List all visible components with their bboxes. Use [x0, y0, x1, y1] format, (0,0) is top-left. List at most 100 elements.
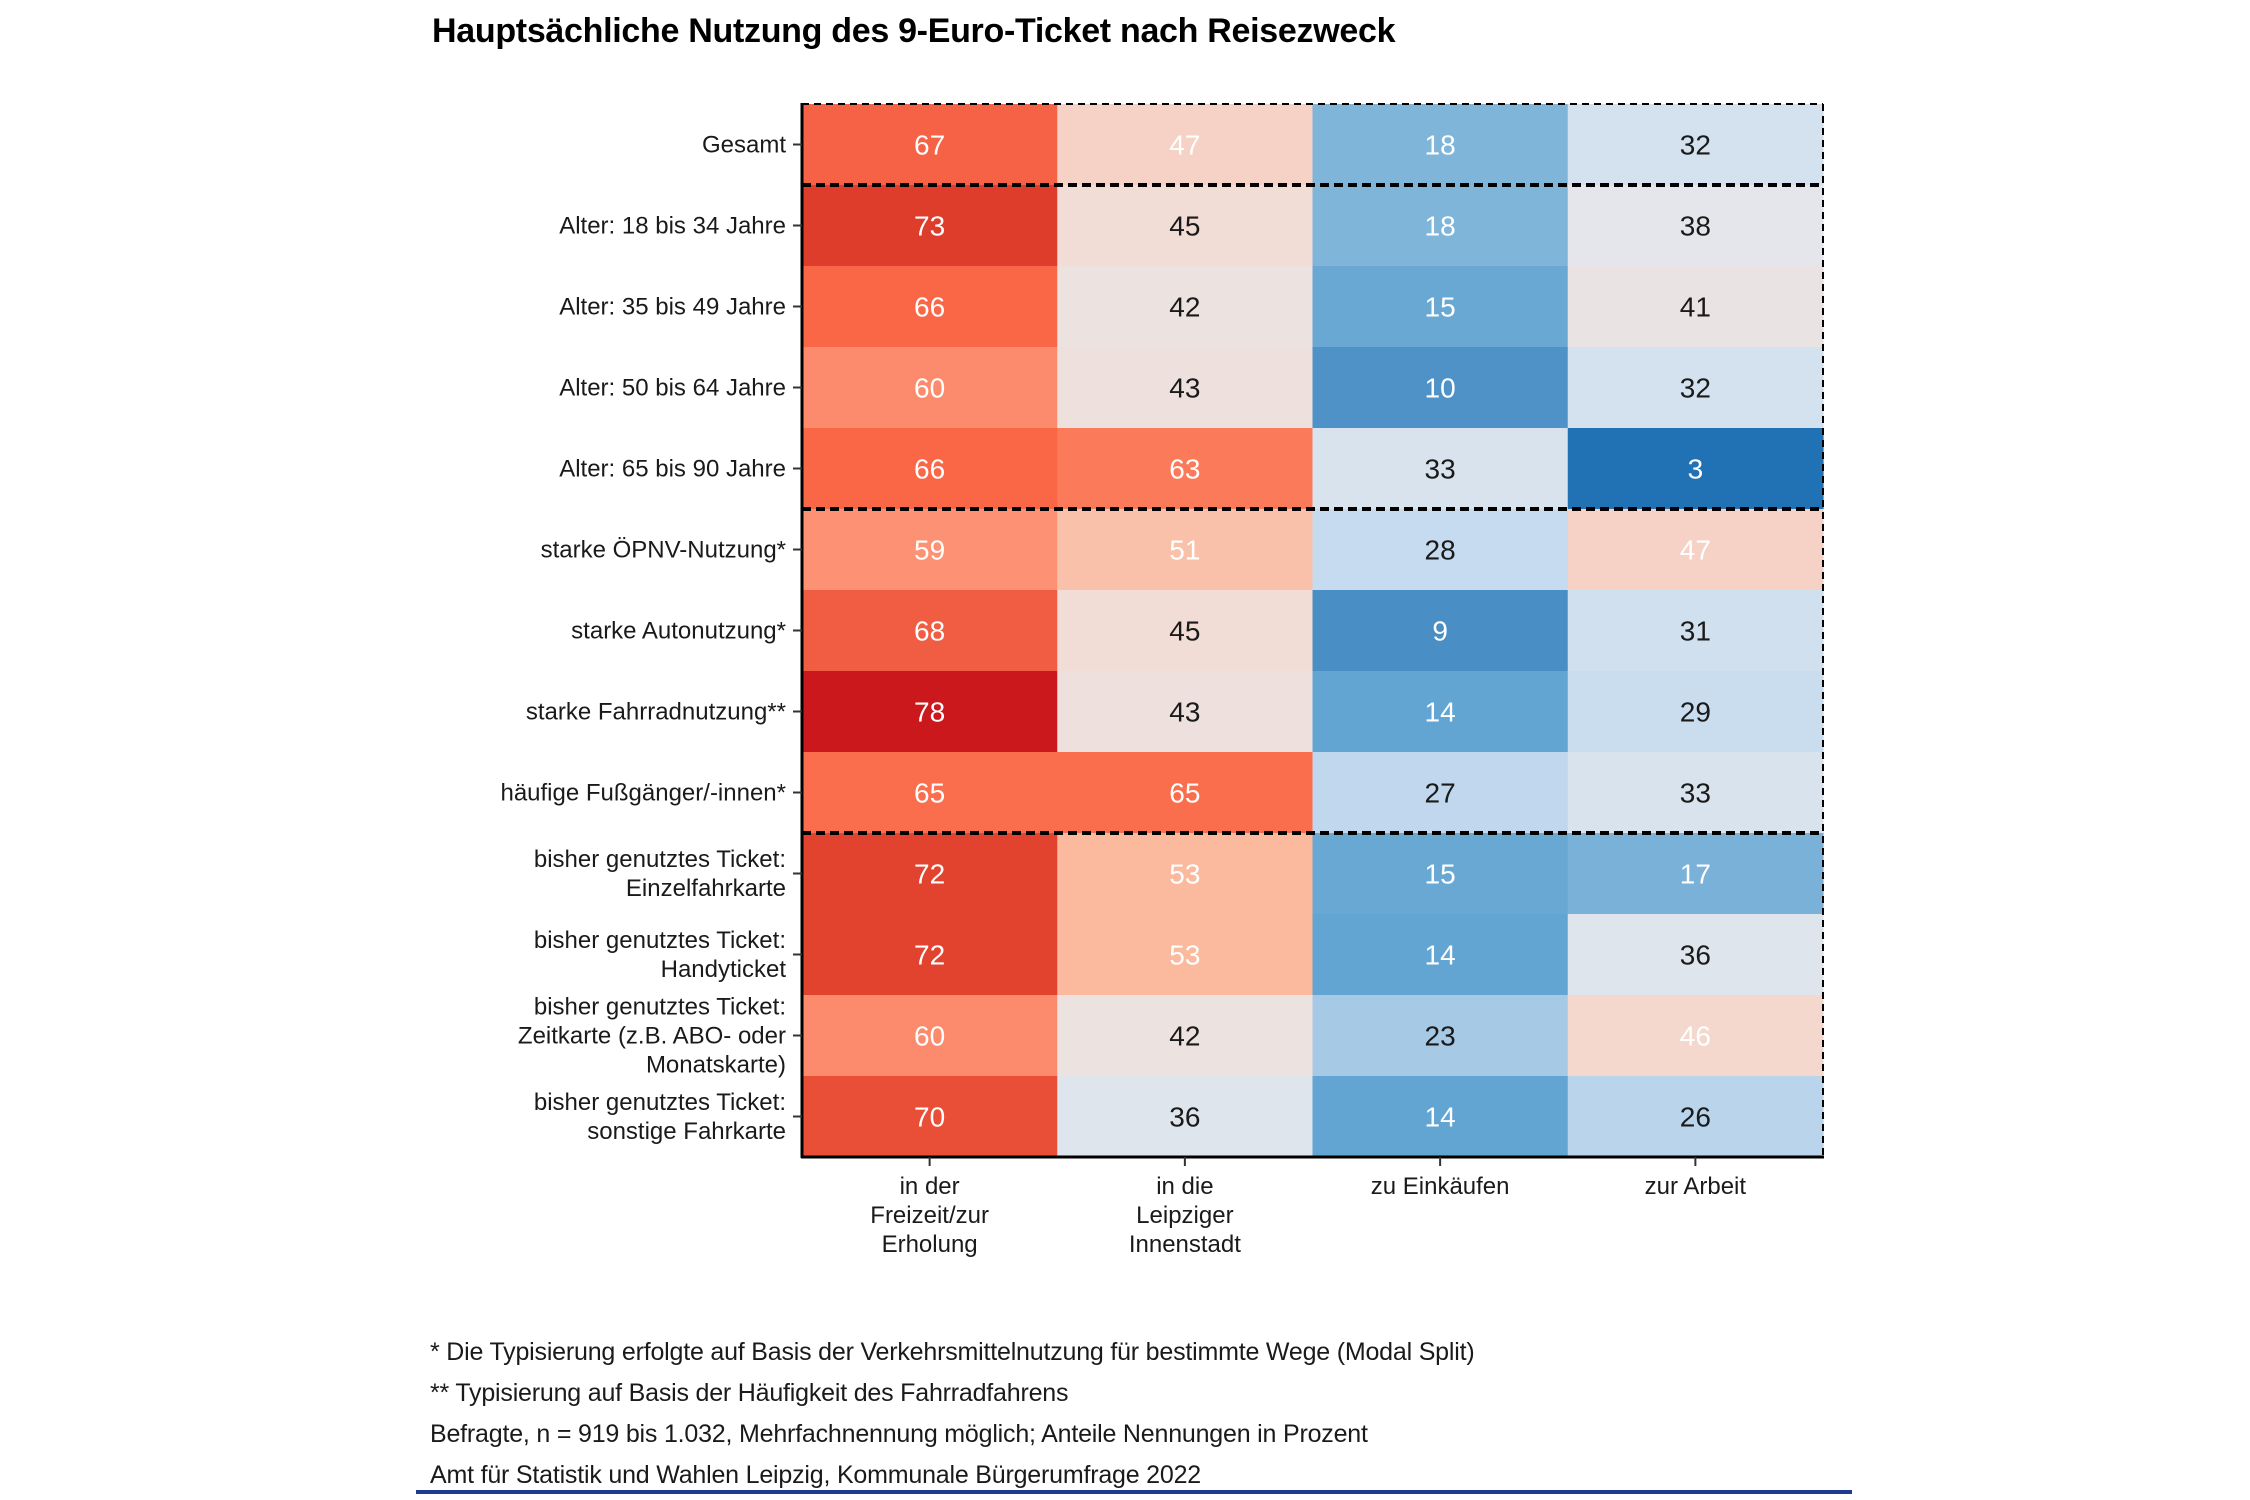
- heatmap-cell: [1567, 914, 1824, 996]
- bottom-rule: [416, 1490, 1852, 1494]
- cell-value-label: 27: [1425, 778, 1456, 809]
- heatmap-cell: [1312, 509, 1569, 591]
- heatmap-cell: [1312, 266, 1569, 348]
- heatmap-cell: [1057, 266, 1314, 348]
- footnote-sample: Befragte, n = 919 bis 1.032, Mehrfachnen…: [430, 1420, 1368, 1448]
- heatmap-cell: [1567, 995, 1824, 1077]
- heatmap-cell: [802, 185, 1058, 267]
- cell-value-label: 17: [1680, 859, 1711, 890]
- cell-value-label: 42: [1169, 1021, 1200, 1052]
- cell-value-label: 47: [1680, 535, 1711, 566]
- heatmap-cell: [1567, 1076, 1824, 1158]
- heatmap-cell: [1057, 995, 1314, 1077]
- heatmap-cell: [802, 347, 1058, 429]
- heatmap-cell: [1567, 671, 1824, 753]
- heatmap-cell: [802, 1076, 1058, 1158]
- y-axis-label: Einzelfahrkarte: [626, 875, 786, 902]
- cell-value-label: 36: [1169, 1102, 1200, 1133]
- heatmap-cell: [1312, 347, 1569, 429]
- cell-value-label: 14: [1425, 1102, 1456, 1133]
- cell-value-label: 15: [1425, 859, 1456, 890]
- heatmap-cell: [1312, 833, 1569, 915]
- cell-value-label: 36: [1680, 940, 1711, 971]
- heatmap-cell: [1312, 590, 1569, 672]
- heatmap-cell: [1057, 509, 1314, 591]
- x-axis-label: Freizeit/zur: [870, 1202, 989, 1229]
- cell-value-label: 47: [1169, 130, 1200, 161]
- cell-value-label: 32: [1680, 373, 1711, 404]
- heatmap-cell: [1057, 347, 1314, 429]
- heatmap-cell: [802, 671, 1058, 753]
- cell-value-label: 33: [1680, 778, 1711, 809]
- heatmap-cell: [1567, 509, 1824, 591]
- heatmap-cell: [1057, 104, 1314, 186]
- cell-value-label: 45: [1169, 616, 1200, 647]
- y-axis-label: starke Autonutzung*: [571, 618, 786, 645]
- cell-value-label: 60: [914, 373, 945, 404]
- heatmap-cell: [802, 752, 1058, 834]
- cell-value-label: 14: [1425, 697, 1456, 728]
- heatmap-cell: [1312, 995, 1569, 1077]
- cell-value-label: 29: [1680, 697, 1711, 728]
- cell-value-label: 23: [1425, 1021, 1456, 1052]
- heatmap-cell: [802, 590, 1058, 672]
- footnote-source: Amt für Statistik und Wahlen Leipzig, Ko…: [430, 1461, 1201, 1489]
- y-axis-labels: Gesamt Alter: 18 bis 34 Jahre Alter: 35 bi…: [500, 132, 802, 1145]
- cell-value-label: 63: [1169, 454, 1200, 485]
- cell-value-label: 10: [1425, 373, 1456, 404]
- heatmap-cell: [1567, 347, 1824, 429]
- cell-value-label: 45: [1169, 211, 1200, 242]
- heatmap-cell: [802, 833, 1058, 915]
- group-separators: [802, 183, 1823, 835]
- heatmap-cell: [802, 995, 1058, 1077]
- y-axis-label: starke ÖPNV-Nutzung*: [541, 537, 786, 564]
- cell-value-label: 18: [1425, 211, 1456, 242]
- heatmap-cell: [1057, 752, 1314, 834]
- footnote-modal-split: * Die Typisierung erfolgte auf Basis der…: [430, 1338, 1475, 1366]
- heatmap-cell: [1312, 185, 1569, 267]
- y-axis-label: bisher genutztes Ticket:: [534, 1089, 786, 1116]
- cell-value-label: 42: [1169, 292, 1200, 323]
- heatmap-cell: [802, 104, 1058, 186]
- cell-value-label: 9: [1432, 616, 1448, 647]
- heatmap-cell: [1057, 185, 1314, 267]
- heatmap-cell: [1057, 1076, 1314, 1158]
- heatmap-cell: [1567, 752, 1824, 834]
- x-axis-label: in die: [1156, 1173, 1213, 1200]
- x-axis-label: Leipziger: [1136, 1202, 1233, 1229]
- y-axis-label: starke Fahrradnutzung**: [526, 699, 786, 726]
- cell-value-label: 3: [1688, 454, 1704, 485]
- heatmap-cell: [802, 509, 1058, 591]
- cell-value-label: 41: [1680, 292, 1711, 323]
- y-axis-label: Alter: 50 bis 64 Jahre: [559, 375, 786, 402]
- heatmap-cell: [1057, 833, 1314, 915]
- heatmap-cell: [1567, 428, 1824, 510]
- heatmap-cell: [1312, 671, 1569, 753]
- heatmap-cell: [802, 914, 1058, 996]
- cell-value-label: 65: [914, 778, 945, 809]
- heatmap-cell: [1312, 1076, 1569, 1158]
- cell-value-label: 70: [914, 1102, 945, 1133]
- y-axis-label: bisher genutztes Ticket:: [534, 994, 786, 1021]
- cell-value-label: 18: [1425, 130, 1456, 161]
- y-axis-label: Alter: 65 bis 90 Jahre: [559, 456, 786, 483]
- heatmap-cell: [1567, 266, 1824, 348]
- x-axis-label: in der: [900, 1173, 960, 1200]
- x-axis-label: zu Einkäufen: [1371, 1173, 1510, 1200]
- cell-value-label: 43: [1169, 697, 1200, 728]
- y-axis-label: häufige Fußgänger/-innen*: [500, 780, 786, 807]
- heatmap-cell: [802, 266, 1058, 348]
- y-axis-label: Gesamt: [702, 132, 786, 159]
- heatmap-cell: [1057, 671, 1314, 753]
- cell-value-label: 60: [914, 1021, 945, 1052]
- y-axis-label: Alter: 35 bis 49 Jahre: [559, 294, 786, 321]
- cell-value-label: 72: [914, 940, 945, 971]
- cell-value-label: 72: [914, 859, 945, 890]
- footnotes: * Die Typisierung erfolgte auf Basis der…: [430, 1332, 1475, 1496]
- cell-value-label: 31: [1680, 616, 1711, 647]
- x-axis-label: Innenstadt: [1129, 1231, 1241, 1258]
- y-axis-label: Monatskarte): [646, 1052, 786, 1079]
- cell-value-label: 15: [1425, 292, 1456, 323]
